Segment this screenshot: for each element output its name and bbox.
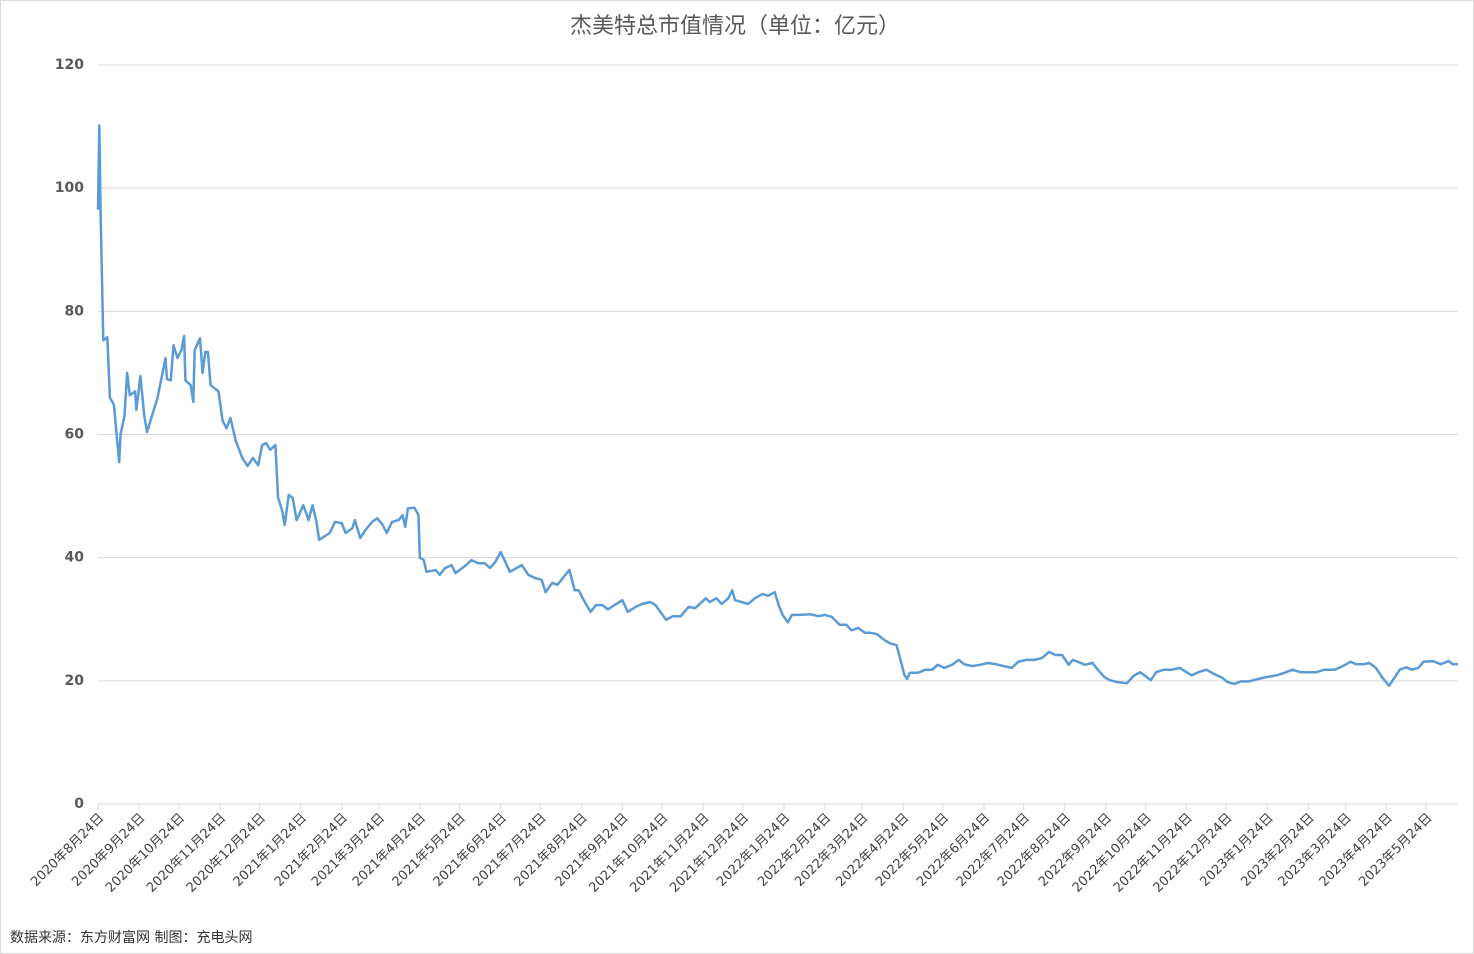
y-tick-label: 0 xyxy=(74,796,84,812)
y-tick-label: 80 xyxy=(65,303,85,319)
y-tick-label: 120 xyxy=(55,57,84,73)
y-tick-label: 40 xyxy=(65,550,85,566)
chart-title: 杰美特总市值情况（单位：亿元） xyxy=(570,14,900,39)
y-tick-label: 20 xyxy=(65,673,85,689)
y-tick-label: 100 xyxy=(55,180,84,196)
line-series xyxy=(96,124,1458,688)
source-note: 数据来源：东方财富网 制图：充电头网 xyxy=(10,929,252,946)
y-tick-label: 60 xyxy=(65,427,85,443)
